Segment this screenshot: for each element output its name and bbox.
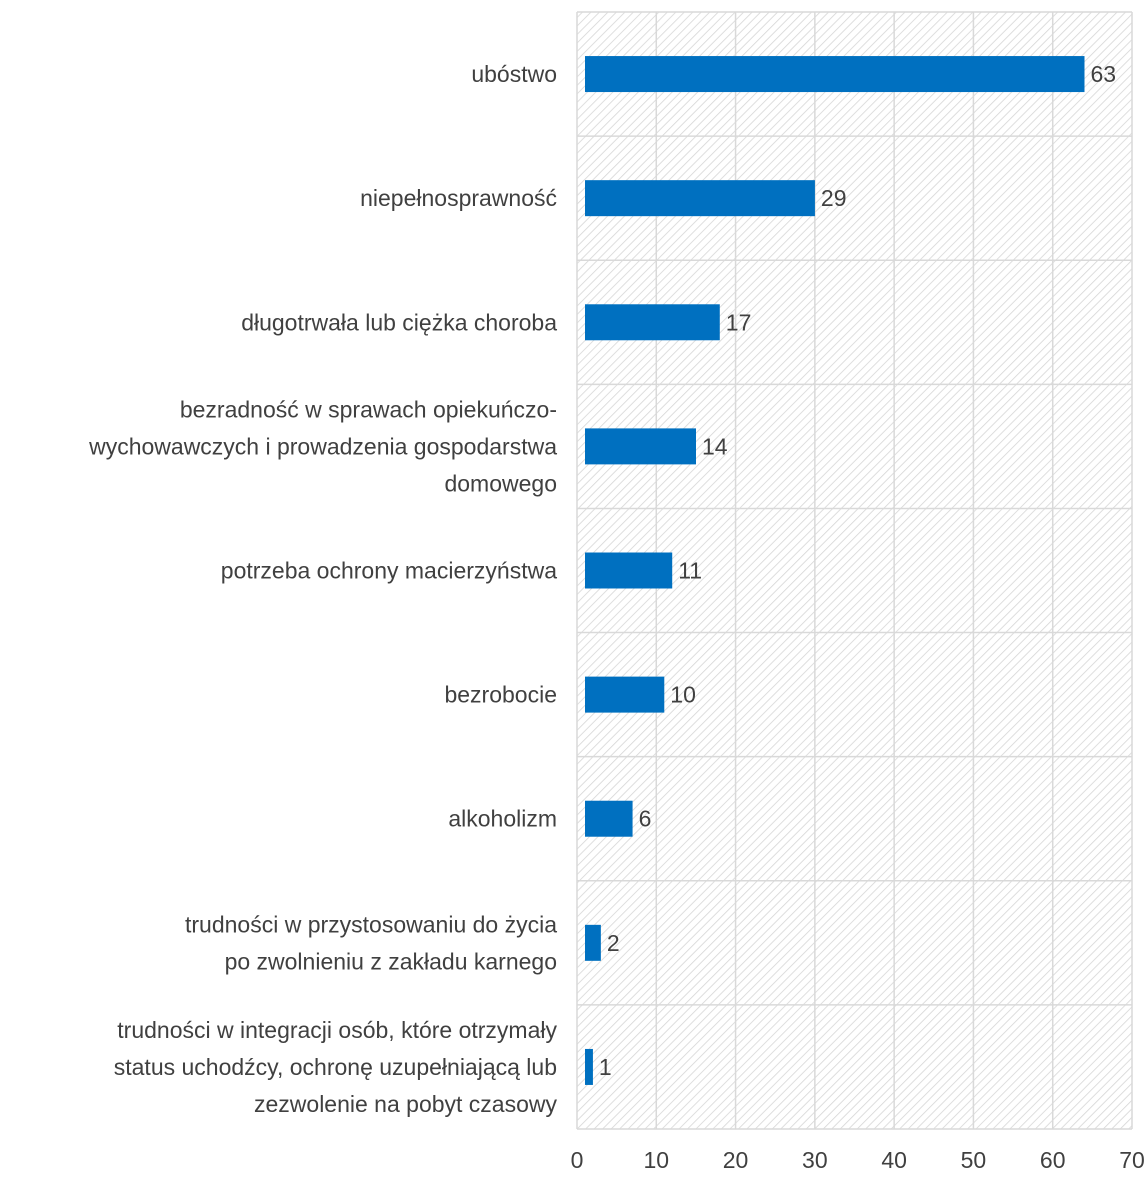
category-label-line: niepełnosprawność xyxy=(360,185,557,211)
category-label-line: ubóstwo xyxy=(471,61,557,87)
x-tick-label: 70 xyxy=(1119,1147,1145,1173)
category-label-line: domowego xyxy=(444,470,557,496)
category-label-line: trudności w integracji osób, które otrzy… xyxy=(117,1017,557,1043)
category-label: alkoholizm xyxy=(448,806,557,832)
category-label: niepełnosprawność xyxy=(360,185,557,211)
category-label: potrzeba ochrony macierzyństwa xyxy=(221,558,557,584)
category-label-line: po zwolnieniu z zakładu karnego xyxy=(225,948,557,974)
category-label-line: bezrobocie xyxy=(444,682,557,708)
data-label: 17 xyxy=(726,309,752,335)
data-label: 63 xyxy=(1091,61,1117,87)
bar xyxy=(585,924,601,961)
x-axis-ticks: 0 10 20 30 40 50 60 70 xyxy=(571,1147,1145,1173)
data-label: 10 xyxy=(670,682,696,708)
x-tick-label: 50 xyxy=(961,1147,987,1173)
data-label: 14 xyxy=(702,433,728,459)
category-label: trudności w przystosowaniu do życia po zw… xyxy=(185,911,557,974)
category-label-line: alkoholizm xyxy=(448,806,557,832)
category-label: ubóstwo xyxy=(471,61,557,87)
data-label: 29 xyxy=(821,185,847,211)
category-label-line: wychowawczych i prowadzenia gospodarstwa xyxy=(88,433,557,459)
bar xyxy=(585,800,633,837)
bar xyxy=(585,676,665,713)
category-label-line: długotrwała lub ciężka choroba xyxy=(241,309,557,335)
bar xyxy=(585,304,720,341)
bars xyxy=(585,56,1085,1085)
x-tick-label: 30 xyxy=(802,1147,828,1173)
data-label: 6 xyxy=(639,806,652,832)
x-tick-label: 0 xyxy=(571,1147,584,1173)
category-label: długotrwała lub ciężka choroba xyxy=(241,309,557,335)
category-label: bezrobocie xyxy=(444,682,557,708)
category-label-line: bezradność w sprawach opiekuńczo- xyxy=(180,396,557,422)
data-label: 1 xyxy=(599,1054,612,1080)
x-tick-label: 20 xyxy=(723,1147,749,1173)
category-label-line: zezwolenie na pobyt czasowy xyxy=(254,1091,557,1117)
x-tick-label: 10 xyxy=(643,1147,669,1173)
data-labels: 63 29 17 14 11 10 6 2 1 xyxy=(599,61,1116,1080)
bar xyxy=(585,180,815,217)
category-label-line: potrzeba ochrony macierzyństwa xyxy=(221,558,557,584)
bar xyxy=(585,428,696,465)
category-label: trudności w integracji osób, które otrzy… xyxy=(114,1017,558,1117)
category-labels: ubóstwo niepełnosprawność długotrwała lub … xyxy=(88,61,557,1117)
data-label: 2 xyxy=(607,930,620,956)
bar xyxy=(585,56,1085,93)
category-label-line: trudności w przystosowaniu do życia xyxy=(185,911,557,937)
data-label: 11 xyxy=(678,558,702,584)
category-label-line: status uchodźcy, ochronę uzupełniającą l… xyxy=(114,1054,557,1080)
category-label: bezradność w sprawach opiekuńczo-wychowa… xyxy=(88,396,557,496)
x-tick-label: 40 xyxy=(881,1147,907,1173)
bar xyxy=(585,1048,593,1085)
x-tick-label: 60 xyxy=(1040,1147,1066,1173)
bar xyxy=(585,552,673,589)
